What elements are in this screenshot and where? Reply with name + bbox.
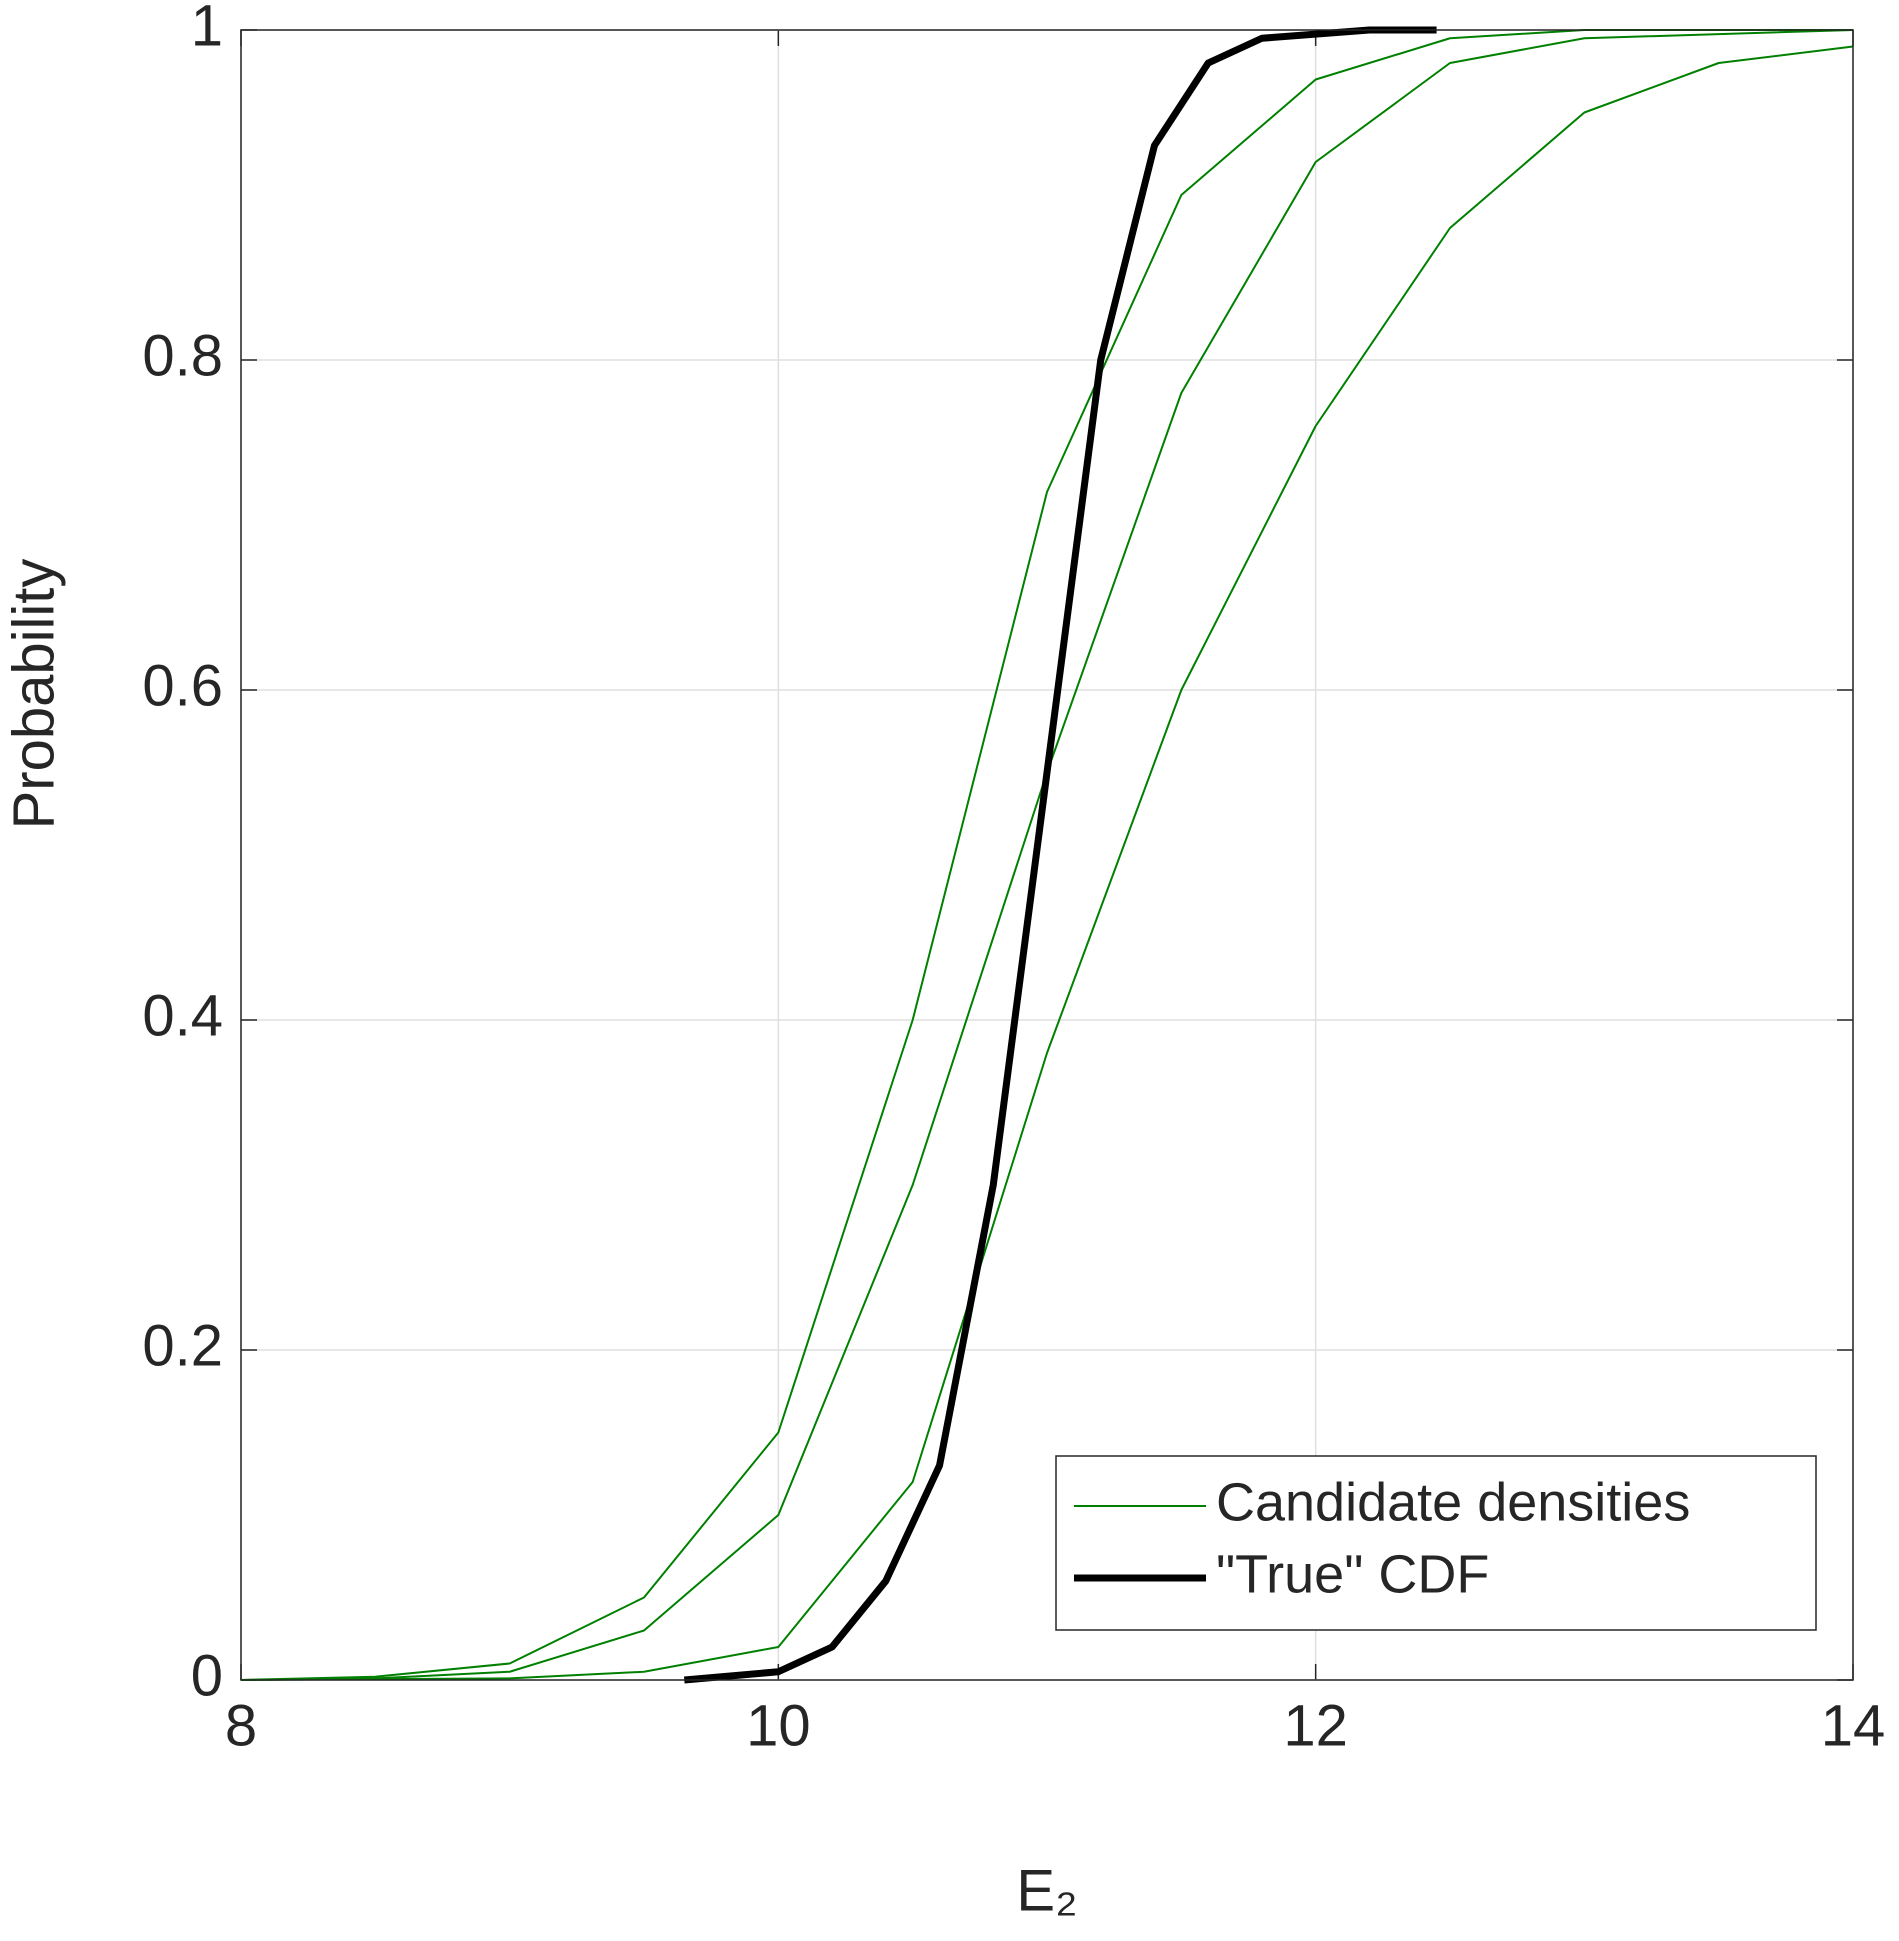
legend-label: "True" CDF (1216, 1544, 1489, 1604)
legend-label: Candidate densities (1216, 1472, 1690, 1532)
cdf-line (240, 29, 1853, 1681)
cdf-line (240, 45, 1854, 1681)
x-tick-label: 8 (225, 1693, 257, 1758)
y-tick-label: 0.2 (142, 1313, 223, 1378)
legend-box (1055, 1455, 1817, 1631)
x-axis-label: E₂ (1016, 1858, 1077, 1923)
y-tick-label: 0.6 (142, 653, 223, 718)
cdf-line (683, 26, 1437, 1684)
x-tick-label: 14 (1821, 1693, 1886, 1758)
y-axis-label: Probability (1, 559, 66, 830)
cdf-line (240, 29, 1854, 1681)
y-tick-label: 0 (191, 1643, 223, 1708)
y-tick-label: 0.4 (142, 983, 223, 1048)
x-tick-label: 12 (1283, 1693, 1348, 1758)
y-tick-label: 0.8 (142, 323, 223, 388)
plot-area (241, 30, 1853, 1680)
y-tick-label: 1 (191, 0, 223, 58)
x-tick-label: 10 (746, 1693, 811, 1758)
axes-box (240, 29, 1854, 1681)
